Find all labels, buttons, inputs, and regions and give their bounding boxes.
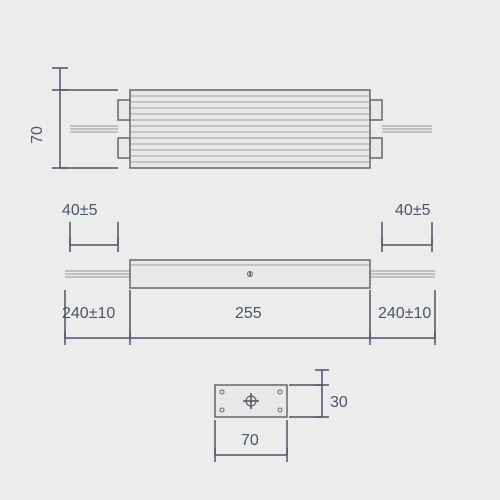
dim-body-length: 255 (130, 290, 370, 345)
front-view (65, 260, 435, 288)
dim-wire-top-right: 40±5 (382, 202, 432, 252)
dim-plate-width: 70 (215, 420, 287, 462)
dim-label-wbr: 240±10 (378, 305, 431, 322)
dim-label-len: 255 (235, 305, 262, 322)
dim-label-ph: 30 (330, 394, 348, 411)
dim-label-wbl: 240±10 (62, 305, 115, 322)
technical-drawing: 70 40±5 40±5 240±10 (0, 0, 500, 500)
dim-height-70: 70 (29, 68, 118, 168)
dim-label-height: 70 (29, 126, 46, 144)
plate-view (215, 385, 287, 417)
dim-plate-height: 30 (289, 370, 348, 417)
top-view (70, 90, 432, 168)
dim-label-wtl: 40±5 (62, 202, 98, 219)
dim-label-wtr: 40±5 (395, 202, 431, 219)
dim-wire-bottom-right: 240±10 (370, 290, 435, 345)
dim-label-pw: 70 (241, 432, 259, 449)
dim-wire-bottom-left: 240±10 (62, 290, 130, 345)
dim-wire-top-left: 40±5 (62, 202, 118, 252)
